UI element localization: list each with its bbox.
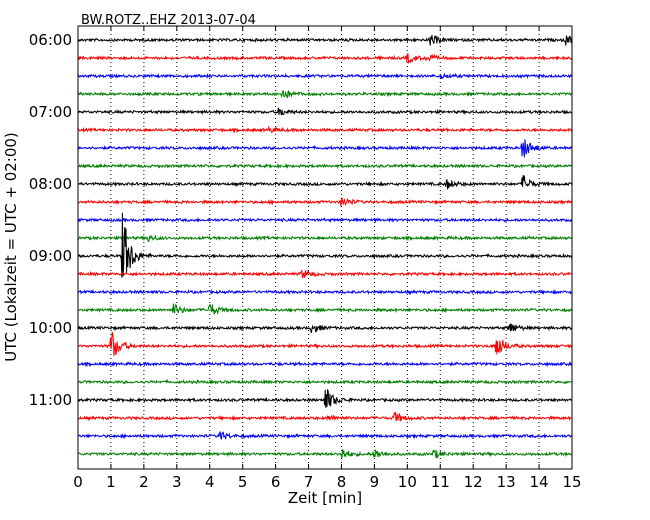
x-tick-label: 14 — [530, 473, 549, 491]
trace-1015 — [77, 331, 573, 357]
chart-title: BW.ROTZ..EHZ 2013-07-04 — [81, 13, 256, 28]
trace-1115 — [77, 411, 573, 422]
trace-0915 — [77, 268, 573, 279]
x-tick-label: 11 — [431, 473, 450, 491]
trace-0800 — [77, 174, 573, 190]
plot-frame — [77, 25, 573, 470]
trace-0715 — [77, 125, 573, 134]
trace-1045 — [77, 378, 572, 385]
x-axis-ticks: 0 1 2 3 4 5 6 7 8 9 10 11 12 13 14 15 — [73, 26, 582, 491]
y-tick-label: 06:00 — [29, 31, 72, 49]
trace-0615 — [77, 53, 573, 64]
trace-0745 — [77, 162, 573, 170]
y-tick-label: 09:00 — [29, 247, 72, 265]
trace-0600 — [77, 35, 573, 46]
x-tick-label: 5 — [238, 473, 248, 491]
x-tick-label: 15 — [562, 473, 581, 491]
trace-0845 — [77, 234, 573, 242]
y-axis-title: UTC (Lokalzeit = UTC + 02:00) — [2, 132, 20, 362]
trace-0700 — [77, 107, 573, 116]
trace-0930 — [77, 288, 573, 296]
trace-0830 — [77, 217, 573, 224]
trace-1000 — [77, 323, 573, 334]
y-axis-ticks: 06:00 07:00 08:00 09:00 10:00 11:00 — [29, 31, 83, 409]
x-tick-label: 3 — [172, 473, 182, 491]
x-tick-label: 8 — [337, 473, 347, 491]
trace-0815 — [77, 197, 573, 207]
x-tick-label: 9 — [370, 473, 380, 491]
x-tick-label: 6 — [271, 473, 281, 491]
trace-1100 — [77, 388, 573, 408]
y-tick-label: 11:00 — [29, 391, 72, 409]
trace-0900 — [77, 212, 573, 278]
x-tick-label: 7 — [304, 473, 314, 491]
trace-1145 — [77, 448, 573, 459]
trace-0945 — [77, 303, 573, 315]
y-tick-label: 10:00 — [29, 319, 72, 337]
trace-0630 — [77, 72, 573, 80]
x-tick-label: 4 — [205, 473, 215, 491]
x-tick-label: 13 — [497, 473, 516, 491]
y-tick-label: 07:00 — [29, 103, 72, 121]
x-tick-label: 12 — [464, 473, 483, 491]
trace-0730 — [77, 139, 573, 158]
trace-1030 — [77, 360, 573, 368]
x-axis-title: Zeit [min] — [288, 489, 362, 507]
trace-1130 — [77, 431, 573, 440]
x-tick-label: 10 — [398, 473, 417, 491]
trace-0645 — [77, 90, 573, 99]
trace-group — [77, 35, 573, 459]
x-tick-label: 2 — [139, 473, 149, 491]
x-tick-label: 0 — [73, 473, 83, 491]
y-tick-label: 08:00 — [29, 175, 72, 193]
x-tick-label: 1 — [106, 473, 116, 491]
